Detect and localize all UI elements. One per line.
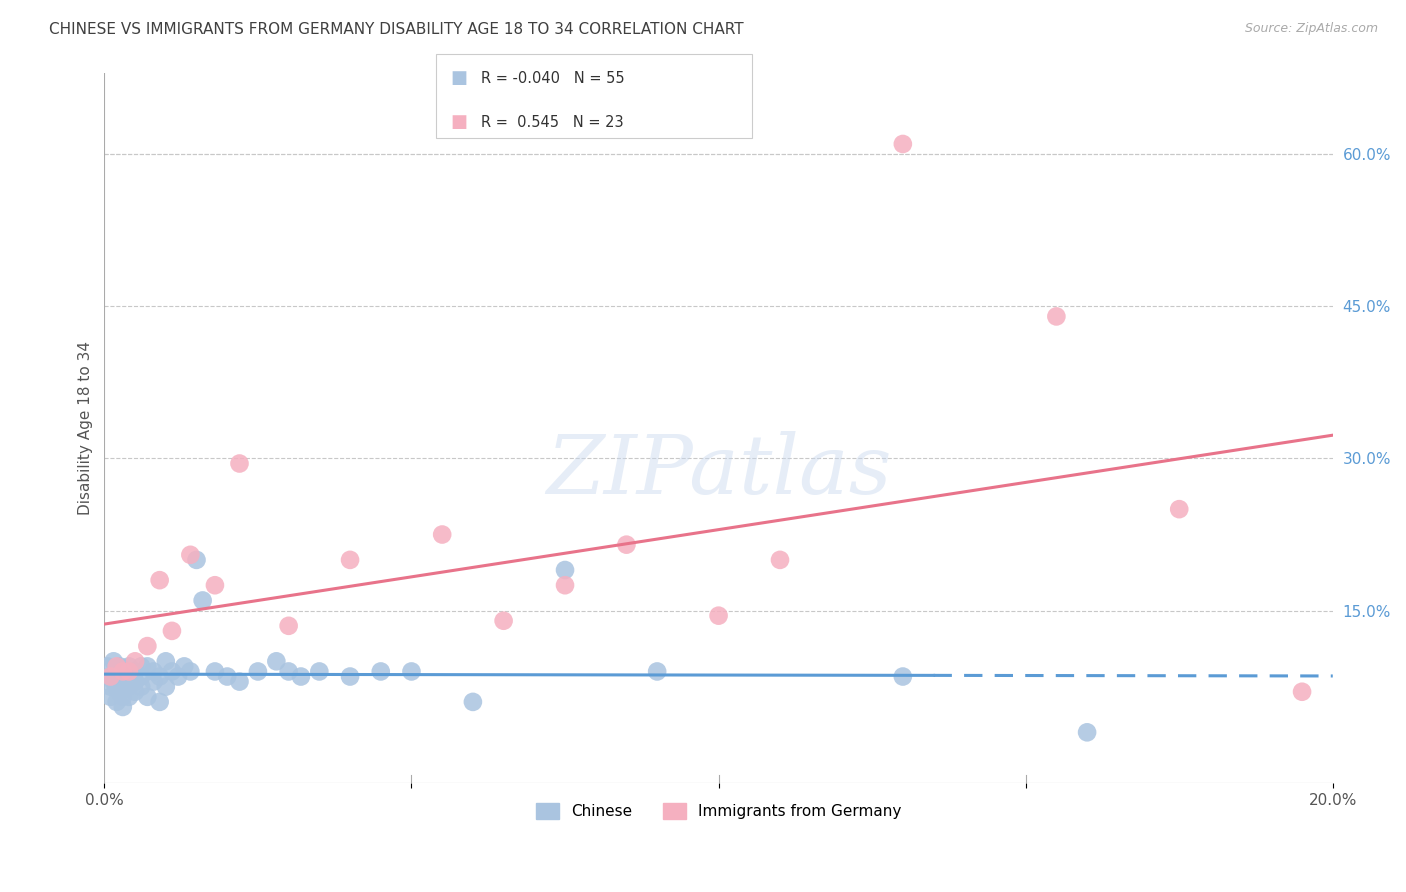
Point — [173, 659, 195, 673]
Point — [96, 659, 118, 673]
Point — [204, 665, 226, 679]
Point — [149, 573, 172, 587]
Point — [103, 654, 125, 668]
Point — [103, 674, 125, 689]
Point — [111, 690, 134, 704]
Point — [142, 665, 165, 679]
Point — [118, 680, 141, 694]
Point — [149, 669, 172, 683]
Text: ■: ■ — [450, 113, 467, 131]
Point — [401, 665, 423, 679]
Point — [228, 457, 250, 471]
Point — [645, 665, 668, 679]
Point — [1076, 725, 1098, 739]
Point — [108, 659, 131, 673]
Text: Source: ZipAtlas.com: Source: ZipAtlas.com — [1244, 22, 1378, 36]
Point — [217, 669, 239, 683]
Point — [492, 614, 515, 628]
Text: R = -0.040   N = 55: R = -0.040 N = 55 — [481, 71, 624, 86]
Point — [290, 669, 312, 683]
Point — [100, 690, 122, 704]
Point — [105, 665, 128, 679]
Point — [160, 624, 183, 638]
Point — [167, 669, 190, 683]
Y-axis label: Disability Age 18 to 34: Disability Age 18 to 34 — [79, 341, 93, 515]
Point — [105, 659, 128, 673]
Point — [554, 563, 576, 577]
Text: R =  0.545   N = 23: R = 0.545 N = 23 — [481, 115, 623, 129]
Point — [339, 553, 361, 567]
Point — [124, 665, 146, 679]
Point — [204, 578, 226, 592]
Text: ZIPatlas: ZIPatlas — [546, 431, 891, 510]
Point — [891, 669, 914, 683]
Point — [115, 665, 138, 679]
Point — [277, 619, 299, 633]
Point — [179, 548, 201, 562]
Point — [100, 680, 122, 694]
Point — [136, 659, 159, 673]
Point — [149, 695, 172, 709]
Point — [129, 680, 152, 694]
Point — [155, 680, 177, 694]
Point — [118, 659, 141, 673]
Point — [554, 578, 576, 592]
Point — [246, 665, 269, 679]
Point — [136, 639, 159, 653]
Point — [142, 674, 165, 689]
Point — [129, 669, 152, 683]
Legend: Chinese, Immigrants from Germany: Chinese, Immigrants from Germany — [530, 797, 907, 825]
Point — [461, 695, 484, 709]
Point — [105, 695, 128, 709]
Point — [100, 669, 122, 683]
Point — [370, 665, 392, 679]
Point — [179, 665, 201, 679]
Point — [707, 608, 730, 623]
Point — [228, 674, 250, 689]
Point — [124, 654, 146, 668]
Point — [129, 659, 152, 673]
Point — [1291, 685, 1313, 699]
Point — [124, 685, 146, 699]
Text: ■: ■ — [450, 70, 467, 87]
Point — [111, 669, 134, 683]
Point — [118, 665, 141, 679]
Point — [616, 538, 638, 552]
Point — [155, 654, 177, 668]
Point — [108, 685, 131, 699]
Point — [100, 669, 122, 683]
Point — [1168, 502, 1191, 516]
Point — [1045, 310, 1067, 324]
Point — [266, 654, 288, 668]
Point — [308, 665, 330, 679]
Point — [124, 674, 146, 689]
Point — [111, 665, 134, 679]
Point — [136, 690, 159, 704]
Point — [111, 700, 134, 714]
Point — [105, 680, 128, 694]
Point — [118, 690, 141, 704]
Point — [432, 527, 454, 541]
Point — [111, 674, 134, 689]
Point — [160, 665, 183, 679]
Point — [769, 553, 792, 567]
Point — [191, 593, 214, 607]
Point — [339, 669, 361, 683]
Text: CHINESE VS IMMIGRANTS FROM GERMANY DISABILITY AGE 18 TO 34 CORRELATION CHART: CHINESE VS IMMIGRANTS FROM GERMANY DISAB… — [49, 22, 744, 37]
Point — [891, 136, 914, 151]
Point — [277, 665, 299, 679]
Point — [186, 553, 208, 567]
